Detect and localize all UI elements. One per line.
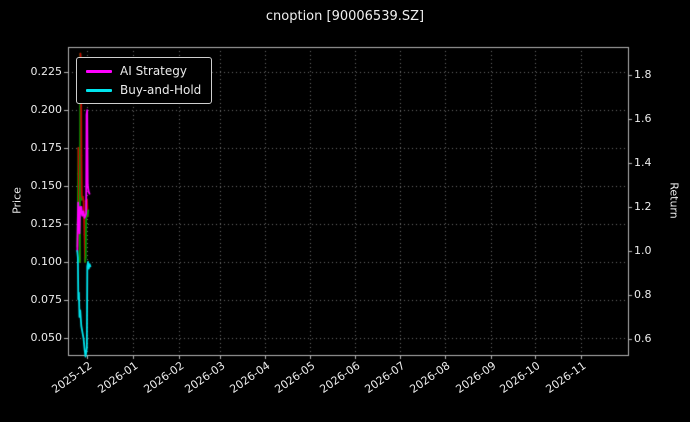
left-axis-tick-label: 0.175 — [30, 140, 63, 154]
legend-label-buy-and-hold: Buy-and-Hold — [120, 83, 202, 97]
right-axis-tick-label: 1.8 — [634, 67, 652, 81]
left-axis-tick-label: 0.075 — [30, 292, 63, 306]
left-axis-tick-label: 0.050 — [30, 330, 63, 344]
legend-label-ai-strategy: AI Strategy — [120, 64, 187, 78]
chart-title: cnoption [90006539.SZ] — [265, 9, 425, 24]
right-axis-tick-label: 0.6 — [634, 331, 652, 345]
legend: AI Strategy Buy-and-Hold — [76, 57, 213, 104]
left-axis-tick-label: 0.200 — [30, 102, 63, 116]
right-axis-tick-label: 1.2 — [634, 199, 652, 213]
legend-item-buy-and-hold: Buy-and-Hold — [86, 83, 201, 97]
right-axis-tick-label: 1.0 — [634, 243, 652, 257]
buy-and-hold-line-swatch — [86, 88, 112, 92]
left-axis-tick-label: 0.100 — [30, 254, 63, 268]
right-axis-label: Return — [667, 182, 681, 219]
right-axis-tick-label: 1.6 — [634, 111, 652, 125]
left-axis-tick-label: 0.150 — [30, 178, 63, 192]
left-axis-tick-label: 0.125 — [30, 216, 63, 230]
right-axis-tick-label: 0.8 — [634, 287, 652, 301]
ai-strategy-line-swatch — [86, 69, 112, 73]
right-axis-tick-label: 1.4 — [634, 155, 652, 169]
left-axis-tick-label: 0.225 — [30, 64, 63, 78]
legend-item-ai-strategy: AI Strategy — [86, 64, 201, 78]
